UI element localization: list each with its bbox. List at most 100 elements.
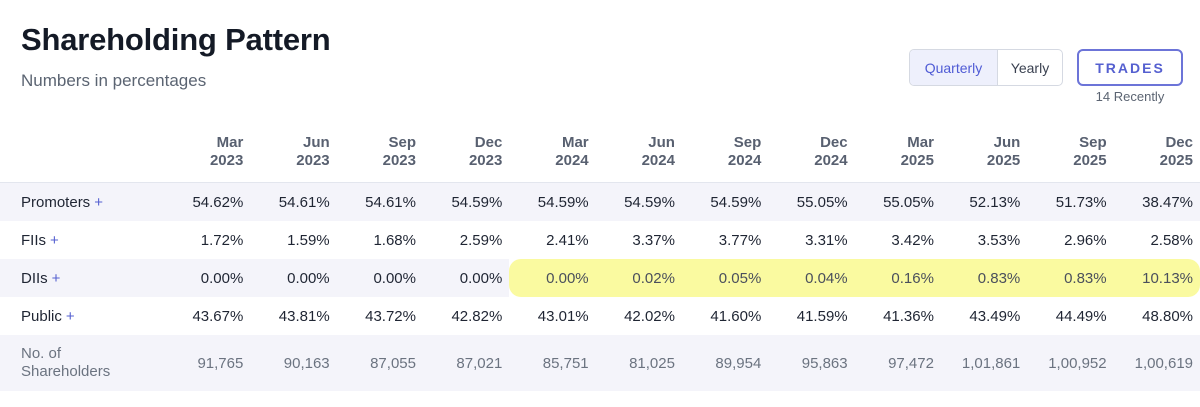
period-year: 2025 [900, 152, 934, 169]
value-cell: 1.72% [200, 231, 244, 249]
period-month: Dec [474, 134, 503, 151]
period-year: 2025 [986, 152, 1021, 169]
shareholding-table: Mar 2023 Jun 2023 Sep 2023 Dec 2023 Mar 2024 Jun 20… [0, 134, 1200, 391]
value-cell: 81,025 [595, 335, 682, 391]
expand-plus-icon[interactable]: + [65, 307, 75, 325]
value-cell: 0.00% [509, 259, 596, 297]
value-cell: 95,863 [768, 335, 855, 391]
value-cell: 0.00% [250, 259, 337, 297]
value-cell: 43.67% [192, 307, 244, 325]
period-header: Dec 2024 [768, 134, 854, 183]
expand-plus-icon[interactable]: + [50, 231, 59, 249]
value-cell: 1,00,952 [1027, 335, 1114, 391]
period-month: Mar [216, 134, 244, 151]
value-cell: 85,751 [509, 335, 596, 391]
period-year: 2024 [814, 152, 848, 169]
value-cell: 3.37% [632, 231, 675, 249]
table-row: Public +43.67% 43.81% 43.72% 42.82% 43.01% 42.… [0, 297, 1200, 335]
row-label: DIIs [21, 269, 48, 287]
period-header: Jun 2023 [250, 134, 336, 183]
table-row: DIIs +0.00% 0.00% 0.00% 0.00% 0.00% 0.02% 0.05%… [0, 259, 1200, 297]
period-month: Mar [561, 134, 589, 151]
header-row: Mar 2023 Jun 2023 Sep 2023 Dec 2023 Mar 2024 Jun 20… [0, 134, 1200, 183]
period-header: Jun 2025 [941, 134, 1027, 183]
value-cell: 0.04% [768, 259, 855, 297]
value-cell: 2.96% [1064, 231, 1107, 249]
value-cell: 54.62% [164, 182, 251, 221]
value-cell: 0.05% [681, 259, 769, 297]
period-month: Sep [733, 134, 762, 151]
period-month: Dec [820, 134, 848, 151]
value-cell: 38.47% [1113, 182, 1200, 221]
value-cell: 55.05% [854, 182, 941, 221]
period-year: 2024 [555, 152, 589, 169]
period-header: Mar 2024 [509, 134, 595, 183]
table-row: No. of Shareholders 91,765 90,163 87,055 87,… [0, 335, 1200, 391]
expand-plus-icon[interactable]: + [51, 269, 61, 287]
row-label: Public [21, 307, 62, 325]
period-year: 2025 [1073, 152, 1107, 169]
value-cell: 87,021 [422, 335, 510, 391]
value-cell: 54.59% [595, 182, 682, 221]
row-label-cell[interactable]: FIIs + [0, 221, 164, 259]
period-month: Jun [302, 134, 330, 151]
period-header: Sep 2025 [1027, 134, 1113, 183]
value-cell: 52.13% [940, 182, 1028, 221]
period-year: 2025 [1159, 152, 1193, 169]
value-cell: 1,00,619 [1113, 335, 1200, 391]
value-cell: 43.49% [969, 307, 1021, 325]
value-cell: 44.49% [1055, 307, 1107, 325]
trades-recent-count: 14 Recently [1095, 89, 1165, 104]
period-header: Mar 2023 [164, 134, 250, 183]
value-cell: 91,765 [164, 335, 251, 391]
row-label: FIIs [21, 231, 46, 249]
expand-plus-icon[interactable]: + [94, 193, 103, 211]
period-month: Dec [1165, 134, 1193, 151]
period-toggle: Quarterly Yearly [909, 49, 1063, 86]
value-cell: 48.80% [1142, 307, 1193, 325]
value-cell: 43.72% [365, 307, 416, 325]
value-cell: 0.02% [595, 259, 682, 297]
period-month: Jun [993, 134, 1021, 151]
value-cell: 10.13% [1113, 259, 1200, 297]
period-year: 2024 [727, 152, 762, 169]
value-cell: 43.81% [278, 307, 330, 325]
value-cell: 2.59% [459, 231, 503, 249]
period-year: 2023 [296, 152, 330, 169]
value-cell: 2.41% [546, 231, 589, 249]
value-cell: 1,01,861 [940, 335, 1028, 391]
period-year: 2023 [209, 152, 244, 169]
value-cell: 0.16% [854, 259, 941, 297]
value-cell: 51.73% [1027, 182, 1114, 221]
row-label-cell[interactable]: Public + [0, 297, 164, 335]
period-year: 2023 [382, 152, 416, 169]
value-cell: 41.59% [796, 307, 848, 325]
period-header: Jun 2024 [596, 134, 682, 183]
value-cell: 0.00% [164, 259, 251, 297]
value-cell: 54.59% [509, 182, 596, 221]
value-cell: 0.83% [940, 259, 1028, 297]
row-label-cell[interactable]: Promoters + [0, 182, 164, 221]
period-header: Mar 2025 [855, 134, 941, 183]
period-month: Sep [388, 134, 416, 151]
row-label-cell[interactable]: DIIs + [0, 259, 164, 297]
value-cell: 54.61% [336, 182, 423, 221]
value-cell: 54.59% [422, 182, 510, 221]
value-cell: 54.61% [250, 182, 337, 221]
table-row: FIIs +1.72% 1.59% 1.68% 2.59% 2.41% 3.37% 3.77%… [0, 221, 1200, 259]
period-header: Sep 2023 [337, 134, 423, 183]
value-cell: 1.68% [373, 231, 416, 249]
toggle-quarterly[interactable]: Quarterly [910, 50, 998, 85]
value-cell: 3.31% [805, 231, 848, 249]
value-cell: 42.02% [624, 307, 675, 325]
toggle-yearly[interactable]: Yearly [1010, 59, 1050, 76]
value-cell: 43.01% [537, 307, 589, 325]
trades-button[interactable]: TRADES [1077, 49, 1183, 86]
row-label-cell: No. of Shareholders [0, 335, 164, 391]
value-cell: 42.82% [451, 307, 503, 325]
period-header: Dec 2025 [1114, 134, 1200, 183]
value-cell: 87,055 [336, 335, 423, 391]
value-cell: 0.00% [336, 259, 423, 297]
value-cell: 1.59% [287, 231, 330, 249]
value-cell: 0.00% [422, 259, 510, 297]
